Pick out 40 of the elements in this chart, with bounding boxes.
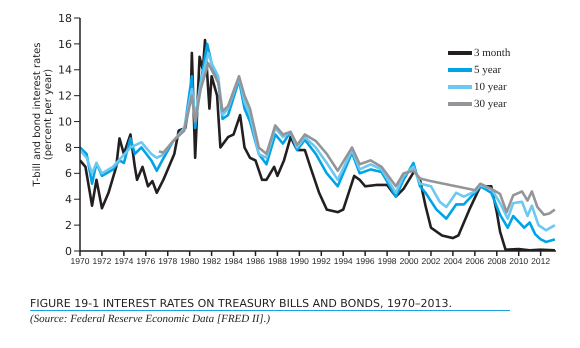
y-tick-label: 18 (58, 12, 72, 25)
x-tick-label: 1978 (158, 256, 178, 266)
x-tick-label: 1972 (92, 256, 112, 266)
legend-label: 10 year (474, 80, 507, 92)
x-tick-label: 1976 (136, 256, 156, 266)
x-tick-label: 2000 (400, 256, 419, 266)
x-tick-label: 1998 (378, 256, 397, 266)
x-tick-label: 1974 (114, 256, 134, 266)
y-tick-label: 4 (65, 193, 72, 206)
y-tick-label: 8 (65, 141, 72, 154)
y-tick-label: 0 (65, 244, 72, 258)
x-tick-label: 1996 (356, 256, 375, 266)
text: FIGURE 19-1 INTEREST RATES ON TREASURY BILLS AND BONDS, 1970–2013. (30, 297, 510, 311)
legend-label: 3 month (474, 46, 510, 58)
x-tick-label: 2012 (531, 256, 550, 266)
x-tick-label: 2004 (443, 256, 463, 266)
legend-label: 5 year (474, 64, 502, 76)
x-tick-label: 1988 (268, 256, 288, 266)
y-tick-label: 12 (58, 90, 72, 103)
x-tick-label: 1994 (334, 256, 353, 266)
y-tick-label: 10 (58, 115, 72, 128)
legend-label: 30 year (474, 98, 507, 110)
line-series (158, 62, 556, 216)
x-tick-label: 1986 (246, 256, 266, 266)
x-tick-label: 2010 (509, 256, 528, 266)
y-tick-label: 16 (58, 38, 72, 51)
y-axis-title: T-bill and bond interest rates (percent per year) (32, 42, 54, 188)
y-tick-label: 14 (58, 64, 72, 77)
y-tick-label: 2 (65, 219, 72, 232)
x-tick-label: 2002 (422, 256, 441, 266)
x-tick-label: 1990 (290, 256, 310, 266)
x-tick-label: 2008 (487, 256, 506, 266)
x-tick-label: 1970 (70, 256, 90, 266)
x-tick-label: 1980 (180, 256, 200, 266)
y-tick-label: 6 (65, 167, 72, 180)
x-tick-label: 1982 (202, 256, 222, 266)
x-tick-label: 1984 (224, 256, 244, 266)
text: (Source: Federal Reserve Economic Data [FRED II].) (30, 313, 271, 325)
x-tick-label: 1992 (312, 256, 332, 266)
x-tick-label: 2006 (465, 256, 485, 266)
